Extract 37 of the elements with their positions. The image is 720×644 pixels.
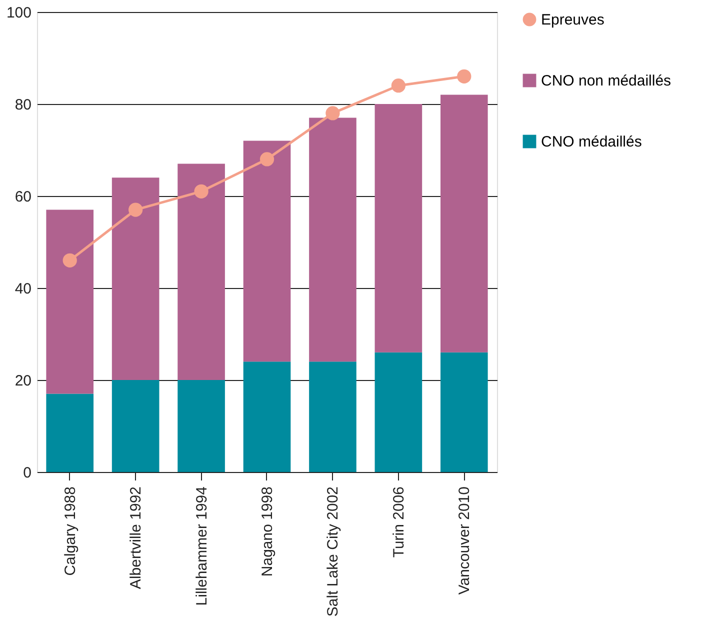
bar: [112, 178, 160, 380]
x-tick-label: Salt Lake City 2002: [324, 486, 342, 617]
x-tick-label: Nagano 1998: [259, 486, 276, 577]
legend-label: Epreuves: [541, 12, 604, 28]
bar: [46, 394, 94, 472]
point: [326, 106, 340, 120]
y-tick-label: 40: [14, 280, 32, 298]
bar: [243, 362, 291, 472]
legend-label: CNO non médaillés: [541, 72, 672, 90]
x-tick-label: Vancouver 2010: [456, 486, 474, 595]
point: [194, 184, 208, 198]
bar: [112, 380, 160, 472]
y-tick-label: 0: [23, 464, 32, 482]
point: [457, 69, 472, 84]
bar: [374, 352, 422, 472]
bar: [46, 210, 94, 394]
point: [128, 202, 143, 217]
bar: [309, 118, 356, 362]
point: [260, 152, 274, 166]
x-tick-label: Lillehammer 1994: [193, 486, 210, 606]
legend-label: CNO médaillés: [541, 134, 642, 150]
bar: [178, 164, 225, 380]
point: [62, 253, 77, 268]
y-tick-label: 60: [14, 188, 32, 206]
x-tick-label: Albertville 1992: [128, 486, 145, 590]
y-tick-label: 80: [14, 96, 32, 114]
bar: [309, 362, 356, 472]
bar: [440, 352, 488, 472]
bar: [243, 140, 291, 362]
bar: [178, 380, 225, 472]
bar: [374, 104, 422, 352]
x-tick-label: Calgary 1988: [62, 486, 79, 576]
point: [391, 78, 406, 93]
y-tick-label: 100: [6, 4, 32, 22]
x-tick-label: Turin 2006: [390, 486, 408, 558]
y-tick-label: 20: [14, 372, 32, 390]
bar: [440, 94, 488, 352]
